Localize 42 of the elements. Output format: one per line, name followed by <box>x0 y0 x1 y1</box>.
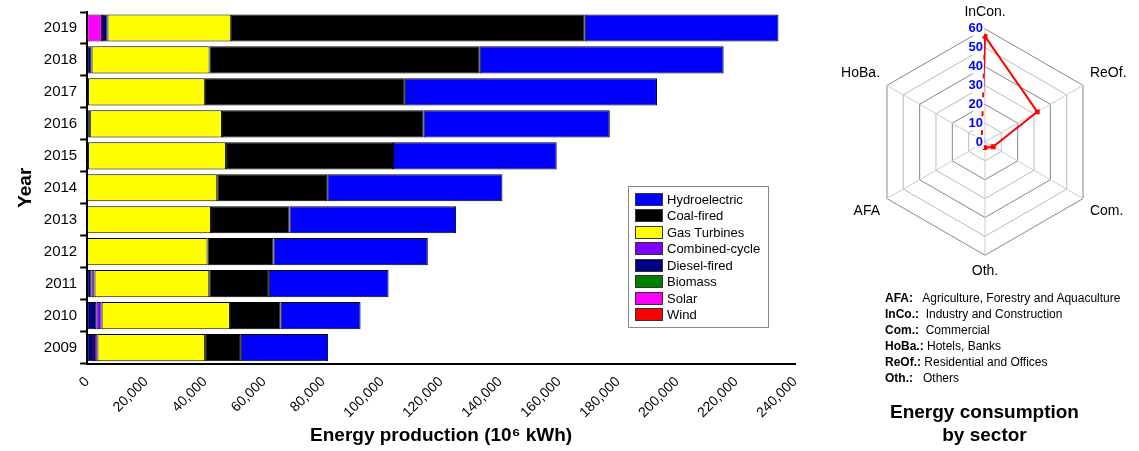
legend-label: Gas Turbines <box>667 224 745 240</box>
y-axis-title: Year <box>13 167 35 208</box>
y-tick-label: 0 <box>975 133 983 149</box>
y-tick-label: 2014 <box>43 177 78 195</box>
spoke-label: InCon. <box>964 3 1006 20</box>
x-axis-title: Energy production (10⁶ kWh) <box>310 423 573 445</box>
legend-label: Solar <box>667 290 698 306</box>
y-tick-label: 2009 <box>43 337 78 355</box>
y-tick-label: 2012 <box>43 241 78 259</box>
legend-label: Combined-cycle <box>667 241 761 257</box>
y-tick-label: 30 <box>968 76 983 92</box>
text: Com.: Commercial <box>885 322 991 338</box>
text: Oth.: Others <box>885 370 960 386</box>
text: ReOf.: Residential and Offices <box>885 354 1049 370</box>
text: InCo.: Industry and Construction <box>885 306 1064 322</box>
legend-label: Wind <box>667 307 697 323</box>
y-tick-label: 2011 <box>44 273 78 291</box>
y-tick-label: 20 <box>968 95 983 111</box>
x-tick-label: 0 <box>75 372 93 390</box>
spoke-label: ReOf. <box>1089 63 1127 80</box>
y-tick-label: 50 <box>968 39 983 55</box>
spoke-label: HoBa. <box>841 63 881 80</box>
legend-label: Biomass <box>667 274 717 290</box>
y-tick-label: 2019 <box>43 18 78 36</box>
spoke-label: Com. <box>1089 201 1124 218</box>
text: AFA: Agriculture, Forestry and Aquaculture <box>885 290 1121 306</box>
text: Energy consumption by sector <box>889 400 1080 446</box>
y-tick-label: 10 <box>968 114 983 130</box>
spoke-label: AFA <box>853 201 881 218</box>
y-tick-label: 2010 <box>43 305 78 323</box>
y-tick-label: 2013 <box>43 209 78 227</box>
y-tick-label: 2016 <box>43 113 78 131</box>
y-tick-label: 2018 <box>43 50 78 68</box>
legend-label: Coal-fired <box>667 208 724 224</box>
y-tick-label: 60 <box>968 20 983 36</box>
legend-label: Hydroelectric <box>667 191 743 207</box>
y-tick-label: 2015 <box>43 145 78 163</box>
y-tick-label: 2017 <box>43 82 78 100</box>
legend-label: Diesel-fired <box>667 257 733 273</box>
spoke-label: Oth. <box>971 262 999 279</box>
text: HoBa.: Hotels, Banks <box>885 338 1003 354</box>
y-tick-label: 40 <box>968 58 983 74</box>
